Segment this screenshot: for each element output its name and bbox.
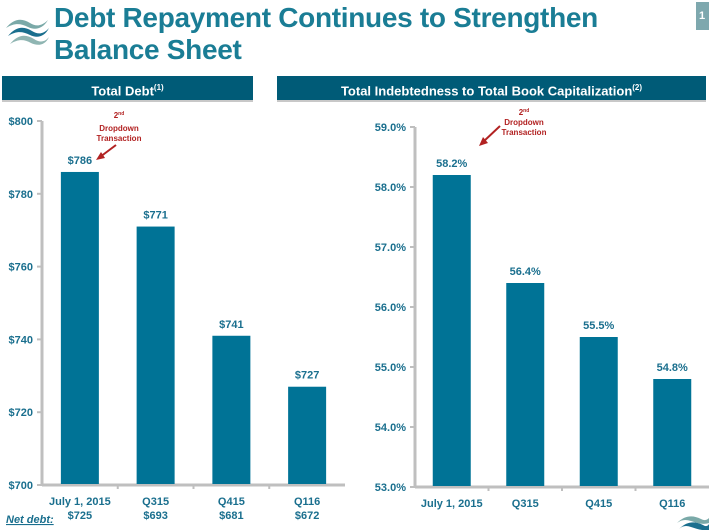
annotation-number: 2nd xyxy=(114,111,125,120)
data-label: $786 xyxy=(68,155,92,167)
total-debt-chart: $700 $720 $740 $760 $780 $800 $786 $771 $741 $72… xyxy=(6,111,345,526)
y-tick-label: $760 xyxy=(9,262,33,274)
footer-logo-icon xyxy=(677,516,709,530)
annotation-arrowhead xyxy=(96,152,105,160)
y-tick-label: 55.0% xyxy=(375,362,406,374)
page-number: 1 xyxy=(696,2,709,30)
annotation-superscript: nd xyxy=(118,111,124,117)
indebtedness-header: Total Indebtedness to Total Book Capital… xyxy=(277,76,706,100)
annotation-arrow xyxy=(482,125,501,143)
footnote-2: (2) xyxy=(632,83,643,92)
data-label: 54.8% xyxy=(657,362,688,374)
y-tick-label: 54.0% xyxy=(375,422,406,434)
data-label: 58.2% xyxy=(436,158,467,170)
y-tick-label: 53.0% xyxy=(375,482,406,494)
page-title-line-2: Balance Sheet xyxy=(54,34,242,65)
y-tick-label: $780 xyxy=(9,189,33,201)
category-label: Q415 xyxy=(218,496,245,508)
net-debt-value: $672 xyxy=(295,510,319,522)
wave-logo-icon xyxy=(6,19,49,45)
bar xyxy=(579,337,618,486)
total-debt-title: Total Debt xyxy=(91,83,154,99)
annotation-line-1: Dropdown xyxy=(99,124,139,133)
indebtedness-title: Total Indebtedness to Total Book Capital… xyxy=(340,83,633,99)
annotation-arrowhead xyxy=(479,137,488,146)
total-debt-header: Total Debt(1) xyxy=(2,76,253,100)
category-label: July 1, 2015 xyxy=(421,498,483,510)
annotation-line-2: Transaction xyxy=(502,128,547,137)
data-label: $771 xyxy=(143,210,167,222)
category-label: Q315 xyxy=(142,496,169,508)
net-debt-value: $681 xyxy=(219,510,243,522)
y-tick-label: 56.0% xyxy=(375,302,406,314)
annotation-number: 2nd xyxy=(519,108,530,117)
header-shadow xyxy=(2,100,253,102)
bar xyxy=(60,171,99,484)
bar xyxy=(288,386,327,484)
net-debt-label: Net debt: xyxy=(6,514,54,526)
bar xyxy=(432,175,471,486)
header-shadow xyxy=(277,100,706,102)
net-debt-value: $693 xyxy=(143,510,167,522)
y-tick-label: $720 xyxy=(9,407,33,419)
y-tick-label: $800 xyxy=(9,116,33,128)
data-label: 55.5% xyxy=(583,320,614,332)
bar xyxy=(653,379,692,486)
category-label: Q415 xyxy=(585,498,612,510)
y-tick-label: $700 xyxy=(9,480,33,492)
y-tick-label: 57.0% xyxy=(375,242,406,254)
annotation-line-2: Transaction xyxy=(97,134,142,143)
data-label: $741 xyxy=(219,319,243,331)
net-debt-value: $725 xyxy=(68,510,92,522)
bar xyxy=(506,283,545,486)
indebtedness-chart: 53.0% 54.0% 55.0% 56.0% 57.0% 58.0% 59.0% 58.2… xyxy=(375,108,709,530)
page-title: Debt Repayment Continues to Strengthen B… xyxy=(54,2,598,66)
bar xyxy=(136,226,175,484)
data-label: $727 xyxy=(295,370,319,382)
annotation-line-1: Dropdown xyxy=(504,118,544,127)
y-tick-label: $740 xyxy=(9,334,33,346)
data-label: 56.4% xyxy=(510,266,541,278)
page-title-line-1: Debt Repayment Continues to Strengthen xyxy=(54,2,598,33)
category-label: Q116 xyxy=(659,498,685,510)
y-tick-label: 58.0% xyxy=(375,182,406,194)
category-label: Q116 xyxy=(294,496,320,508)
footnote-1: (1) xyxy=(153,83,164,92)
annotation-superscript: nd xyxy=(523,108,529,114)
category-label: July 1, 2015 xyxy=(49,496,111,508)
category-label: Q315 xyxy=(512,498,539,510)
bar xyxy=(212,335,251,484)
y-tick-label: 59.0% xyxy=(375,122,406,134)
